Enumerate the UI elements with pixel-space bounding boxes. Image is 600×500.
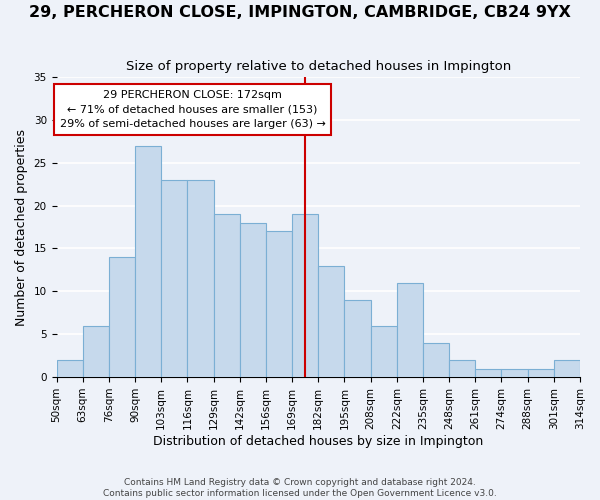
Bar [109,257,135,377]
Text: Contains HM Land Registry data © Crown copyright and database right 2024.
Contai: Contains HM Land Registry data © Crown c… [103,478,497,498]
Bar [423,343,449,377]
Bar [83,326,109,377]
Bar [527,368,554,377]
Bar [135,146,161,377]
Bar [56,360,83,377]
Bar [187,180,214,377]
Bar [344,300,371,377]
Title: Size of property relative to detached houses in Impington: Size of property relative to detached ho… [125,60,511,73]
Bar [397,283,423,377]
Bar [240,222,266,377]
Bar [292,214,318,377]
Y-axis label: Number of detached properties: Number of detached properties [15,128,28,326]
Bar [161,180,187,377]
Bar [318,266,344,377]
Text: 29, PERCHERON CLOSE, IMPINGTON, CAMBRIDGE, CB24 9YX: 29, PERCHERON CLOSE, IMPINGTON, CAMBRIDG… [29,5,571,20]
Bar [371,326,397,377]
Bar [266,232,292,377]
Bar [554,360,580,377]
X-axis label: Distribution of detached houses by size in Impington: Distribution of detached houses by size … [153,434,484,448]
Bar [502,368,527,377]
Text: 29 PERCHERON CLOSE: 172sqm
← 71% of detached houses are smaller (153)
29% of sem: 29 PERCHERON CLOSE: 172sqm ← 71% of deta… [59,90,326,130]
Bar [475,368,502,377]
Bar [214,214,240,377]
Bar [449,360,475,377]
